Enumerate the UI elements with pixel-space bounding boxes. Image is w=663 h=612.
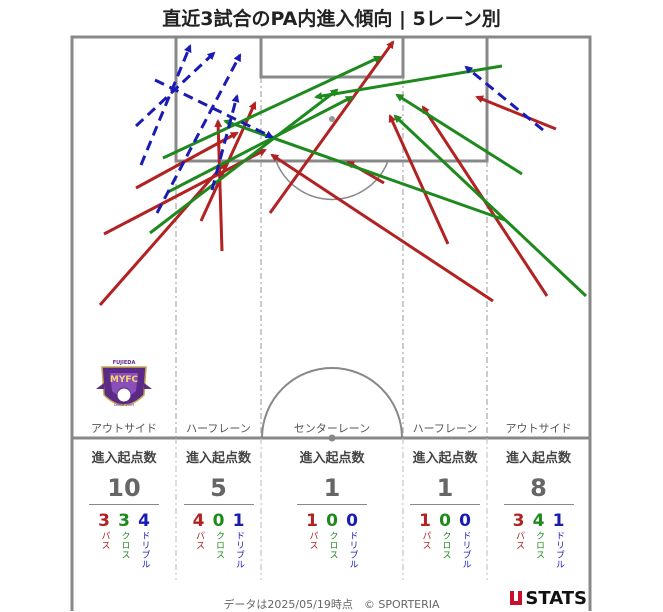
- pass-arrow: [388, 114, 450, 245]
- pass-arrow: [98, 161, 227, 306]
- cross-arrow: [167, 95, 354, 194]
- brand-logo: STATS: [510, 588, 587, 609]
- cross-arrow: [395, 93, 523, 176]
- dribble-arrow: [154, 78, 274, 139]
- dribble-type-label: ドリブル: [234, 531, 244, 569]
- stat-label: 進入起点数: [299, 451, 365, 466]
- pass-arrow: [268, 40, 395, 214]
- stat-label: 進入起点数: [412, 451, 478, 466]
- lane-stats: 進入起点数 8 3 パス 4 クロス 1 ドリブル: [487, 447, 590, 569]
- cross-count: 0: [212, 511, 225, 531]
- stat-total: 10: [89, 474, 159, 505]
- pass-arrow: [475, 95, 557, 131]
- pass-count: 1: [419, 511, 431, 531]
- stat-label: 進入起点数: [91, 451, 157, 466]
- lane-label-center: センターレーン: [293, 422, 371, 435]
- dribble-arrow: [139, 44, 192, 166]
- stat-total: 1: [297, 474, 367, 505]
- cross-count: 3: [118, 511, 130, 531]
- dribble-type-label: ドリブル: [347, 531, 358, 569]
- cross-type-label: クロス: [214, 531, 224, 560]
- cross-arrow: [393, 114, 588, 298]
- dribble-count: 1: [552, 511, 565, 531]
- cross-arrow: [162, 55, 382, 160]
- center-circle: [261, 367, 403, 439]
- lane-label-outside-right: アウトサイド: [505, 422, 572, 435]
- penalty-spot: [329, 116, 335, 122]
- pass-arrow: [214, 119, 224, 252]
- dribble-type-label: ドリブル: [554, 531, 564, 569]
- dribble-arrows: [134, 44, 544, 214]
- lane-stats: 進入起点数 1 1 パス 0 クロス 0 ドリブル: [261, 447, 403, 569]
- pass-count: 3: [98, 511, 110, 531]
- crest-sub-text: SINCE 2009: [114, 403, 135, 407]
- dribble-arrow: [464, 65, 544, 132]
- cross-arrow: [149, 88, 339, 235]
- dribble-count: 4: [138, 511, 150, 531]
- stat-total: 8: [503, 474, 574, 505]
- myfc-crest-icon: MYFC FUJIEDA SINCE 2009: [96, 360, 152, 407]
- dribble-arrow: [210, 94, 240, 191]
- dribble-count: 1: [232, 511, 245, 531]
- brand-text: STATS: [525, 588, 587, 609]
- footer-credit: データは2025/05/19時点 © SPORTERIA: [223, 598, 440, 611]
- cross-count: 0: [326, 511, 338, 531]
- goal-area: [259, 35, 405, 79]
- dribble-type-label: ドリブル: [139, 531, 150, 569]
- pass-count: 1: [306, 511, 318, 531]
- cross-count: 4: [532, 511, 545, 531]
- pass-type-label: パス: [194, 531, 204, 550]
- cross-arrow: [314, 64, 503, 100]
- stat-label: 進入起点数: [505, 451, 571, 466]
- cross-type-label: クロス: [119, 531, 130, 560]
- dribble-count: 0: [346, 511, 358, 531]
- cross-type-label: クロス: [534, 531, 544, 560]
- cross-count: 0: [439, 511, 451, 531]
- stat-total: 5: [183, 474, 254, 505]
- crest-top-text: FUJIEDA: [113, 360, 136, 366]
- lane-stats: 進入起点数 1 1 パス 0 クロス 0 ドリブル: [403, 447, 487, 569]
- dribble-count: 0: [459, 511, 471, 531]
- lane-stats: 進入起点数 5 4 パス 0 クロス 1 ドリブル: [176, 447, 261, 569]
- stat-label: 進入起点数: [185, 451, 251, 466]
- lane-stats: 進入起点数 10 3 パス 3 クロス 4 ドリブル: [72, 447, 176, 569]
- lane-label-halfspace-left: ハーフレーン: [186, 422, 251, 435]
- cross-type-label: クロス: [440, 531, 451, 560]
- pass-count: 4: [192, 511, 205, 531]
- cross-type-label: クロス: [327, 531, 338, 560]
- pass-arrow: [270, 153, 494, 303]
- pass-type-label: パス: [420, 531, 431, 550]
- stats-logo-icon: [510, 591, 523, 605]
- page-title: 直近3試合のPA内進入傾向 | 5レーン別: [162, 8, 501, 30]
- lane-label-halfspace-right: ハーフレーン: [412, 422, 478, 435]
- dribble-arrow: [155, 53, 242, 214]
- pass-count: 3: [512, 511, 525, 531]
- dribble-type-label: ドリブル: [460, 531, 471, 569]
- pass-type-label: パス: [514, 531, 524, 550]
- center-spot: [328, 434, 336, 442]
- pass-arrow: [135, 131, 239, 190]
- pass-type-label: パス: [99, 531, 110, 550]
- lane-label-outside-left: アウトサイド: [91, 422, 157, 435]
- stat-total: 1: [410, 474, 480, 505]
- crest-main-text: MYFC: [110, 375, 139, 385]
- pass-type-label: パス: [307, 531, 318, 550]
